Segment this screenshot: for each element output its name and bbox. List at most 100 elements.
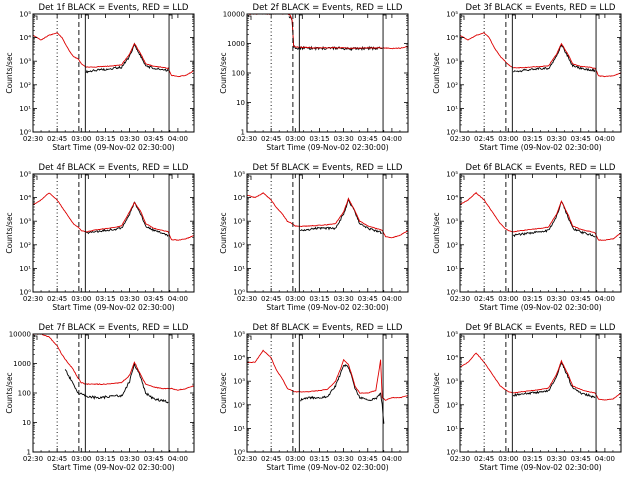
y-tick-label: 10⁵	[233, 331, 245, 339]
y-tick-label: 10³	[446, 378, 458, 386]
x-tick-label: 03:45	[358, 295, 378, 303]
y-tick-label: 10²	[233, 241, 245, 249]
x-axis-title: Start Time (09-Nov-02 02:30:00)	[479, 303, 601, 312]
x-tick-label: 02:45	[47, 135, 67, 143]
chart-title: Det 2f BLACK = Events, RED = LLD	[253, 3, 403, 13]
y-tick-label: 10000	[223, 11, 245, 19]
x-tick-label: 03:30	[547, 455, 567, 463]
series-line-events	[299, 197, 383, 234]
y-axis-title: Counts/sec	[432, 212, 441, 253]
x-tick-label: 03:30	[334, 295, 354, 303]
series-line-events	[513, 43, 596, 73]
x-tick-label: 03:15	[309, 455, 329, 463]
interval-flag-1	[512, 14, 516, 19]
y-tick-label: 10¹	[446, 425, 458, 433]
x-tick-label: 02:45	[261, 135, 281, 143]
y-tick-label: 10⁴	[19, 34, 31, 42]
interval-flag-2	[169, 174, 173, 179]
y-tick-label: 10³	[446, 58, 458, 66]
x-tick-label: 03:45	[144, 295, 164, 303]
y-axis-title: Counts/sec	[432, 52, 441, 93]
series-line-lld	[460, 191, 621, 241]
interval-flag-1	[85, 334, 89, 339]
x-axis-title: Start Time (09-Nov-02 02:30:00)	[266, 463, 388, 472]
y-tick-label: 10⁰	[446, 129, 458, 137]
y-tick-label: 10³	[233, 378, 245, 386]
interval-flag-1	[299, 334, 303, 339]
x-tick-label: 03:30	[120, 295, 140, 303]
y-tick-label: 10¹	[446, 265, 458, 273]
y-tick-label: 10	[22, 419, 31, 427]
y-axis-title: Counts/sec	[219, 52, 228, 93]
interval-flag-2	[596, 14, 600, 19]
x-tick-label: 03:30	[120, 455, 140, 463]
chart-title: Det 1f BLACK = Events, RED = LLD	[39, 3, 189, 13]
x-tick-label: 02:45	[261, 455, 281, 463]
chart-title: Det 8f BLACK = Events, RED = LLD	[253, 323, 403, 333]
x-axis-title: Start Time (09-Nov-02 02:30:00)	[52, 463, 174, 472]
interval-flag-start	[248, 15, 252, 20]
y-axis-title: Counts/sec	[5, 372, 14, 413]
x-tick-label: 02:30	[237, 135, 257, 143]
y-tick-label: 10⁴	[446, 194, 458, 202]
x-tick-label: 03:15	[95, 455, 115, 463]
y-tick-label: 1000	[227, 40, 245, 48]
y-tick-label: 10⁵	[446, 331, 458, 339]
x-tick-label: 04:00	[595, 455, 615, 463]
x-tick-label: 02:45	[474, 455, 494, 463]
y-tick-label: 1	[241, 129, 245, 137]
x-tick-label: 03:45	[144, 455, 164, 463]
x-axis-title: Start Time (09-Nov-02 02:30:00)	[479, 143, 601, 152]
series-group	[33, 334, 194, 404]
x-tick-label: 03:15	[522, 455, 542, 463]
x-tick-label: 03:15	[95, 295, 115, 303]
y-tick-label: 10⁴	[446, 354, 458, 362]
series-group	[33, 32, 194, 78]
series-group	[460, 191, 621, 241]
x-tick-label: 03:15	[95, 135, 115, 143]
chart-panel-1: Det 1f BLACK = Events, RED = LLD 10⁰ 10¹ 10…	[5, 3, 195, 152]
series-line-lld	[460, 32, 621, 78]
y-tick-label: 10¹	[19, 105, 31, 113]
y-axis-title: Counts/sec	[432, 372, 441, 413]
x-tick-label: 03:15	[309, 135, 329, 143]
y-tick-label: 10³	[446, 218, 458, 226]
x-tick-label: 03:15	[309, 295, 329, 303]
chart-title: Det 4f BLACK = Events, RED = LLD	[39, 163, 189, 173]
y-axis-title: Counts/sec	[5, 52, 14, 93]
y-axis-title: Counts/sec	[219, 372, 228, 413]
series-line-lld	[33, 334, 194, 391]
interval-flag-2	[169, 14, 173, 19]
x-tick-label: 03:30	[547, 135, 567, 143]
chart-panel-6: Det 6f BLACK = Events, RED = LLD 10⁰ 10¹ 10…	[432, 163, 622, 312]
y-tick-label: 10¹	[233, 265, 245, 273]
series-group	[33, 192, 194, 241]
x-tick-label: 03:30	[334, 455, 354, 463]
series-group	[247, 349, 408, 424]
x-tick-label: 02:30	[450, 455, 470, 463]
series-line-events	[85, 42, 169, 74]
x-tick-label: 02:30	[450, 295, 470, 303]
x-tick-label: 03:45	[571, 295, 591, 303]
x-tick-label: 04:00	[382, 135, 402, 143]
y-tick-label: 10⁰	[446, 289, 458, 297]
y-tick-label: 10¹	[19, 265, 31, 273]
chart-panel-8: Det 8f BLACK = Events, RED = LLD 10⁰ 10¹ 10…	[219, 323, 409, 472]
y-tick-label: 10⁵	[233, 171, 245, 179]
x-tick-label: 03:45	[358, 455, 378, 463]
x-tick-label: 03:30	[547, 295, 567, 303]
series-line-lld	[247, 349, 408, 401]
x-tick-label: 03:30	[334, 135, 354, 143]
y-tick-label: 10⁵	[19, 171, 31, 179]
y-tick-label: 100	[232, 70, 245, 78]
series-group	[460, 32, 621, 78]
y-tick-label: 10⁰	[19, 289, 31, 297]
x-tick-label: 04:00	[168, 455, 188, 463]
chart-panel-9: Det 9f BLACK = Events, RED = LLD 10⁰ 10¹ 10…	[432, 323, 622, 472]
y-tick-label: 10⁵	[446, 11, 458, 19]
y-tick-label: 10³	[233, 218, 245, 226]
series-line-lld	[33, 32, 194, 78]
series-group	[460, 352, 621, 401]
series-line-lld	[247, 14, 408, 50]
chart-panel-4: Det 4f BLACK = Events, RED = LLD 10⁰ 10¹ 10…	[5, 163, 195, 312]
